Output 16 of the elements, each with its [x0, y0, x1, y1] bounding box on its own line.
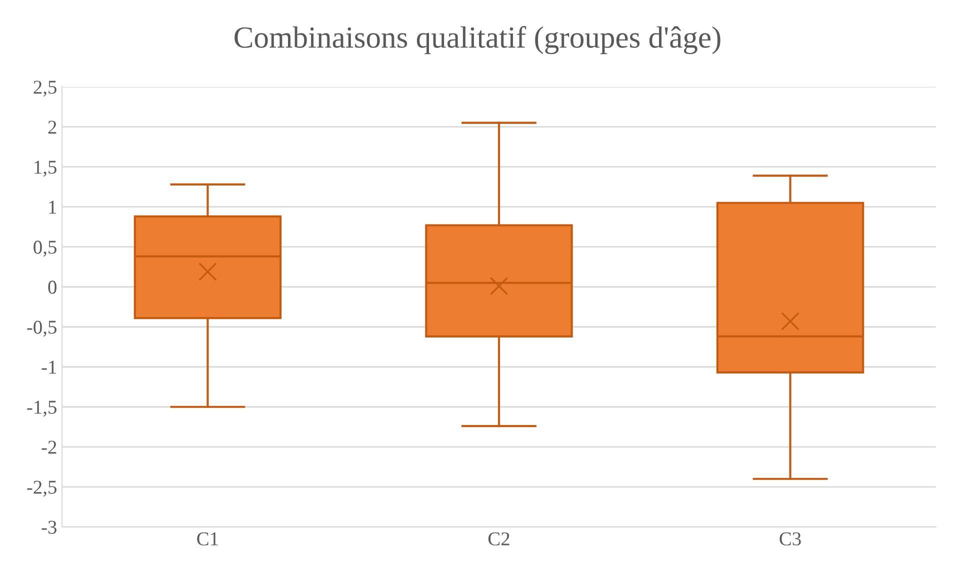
- y-tick-label: 1,5: [34, 160, 56, 177]
- x-tick-label: C1: [197, 532, 218, 546]
- y-tick-label: -3: [42, 520, 56, 534]
- x-tick-label: C3: [780, 532, 801, 546]
- y-tick-label: -2,5: [27, 480, 56, 497]
- y-tick-label: 0,5: [34, 240, 56, 257]
- y-tick-label: 2,5: [34, 80, 56, 97]
- y-tick-label: 1: [49, 200, 56, 214]
- chart-title: Combinaisons qualitatif (groupes d'âge): [234, 26, 720, 54]
- y-tick-label: -2: [42, 440, 56, 454]
- y-tick-label: -1,5: [27, 400, 56, 417]
- y-tick-label: -0,5: [27, 320, 56, 337]
- y-tick-label: 0: [48, 280, 56, 294]
- x-tick-label: C2: [488, 532, 510, 546]
- y-tick-label: 2: [48, 120, 56, 134]
- y-tick-label: -1: [42, 360, 56, 374]
